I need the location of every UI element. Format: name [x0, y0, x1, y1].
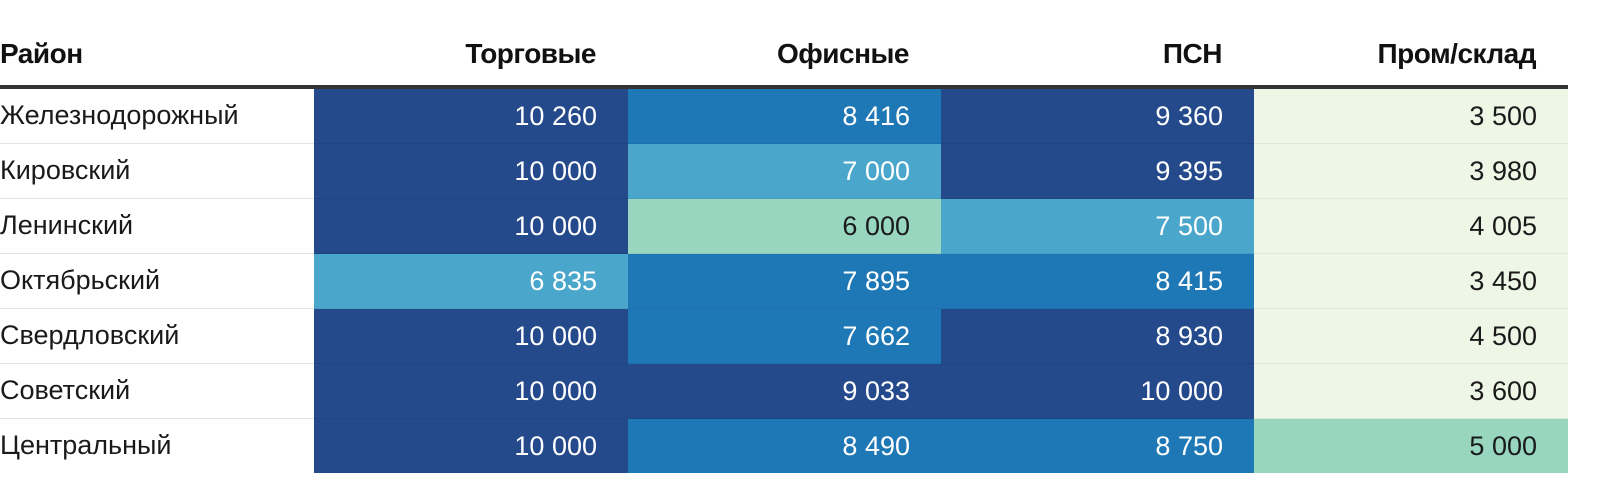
table-row: Кировский 10 000 7 000 9 395 3 980 — [0, 143, 1568, 199]
district-name: Кировский — [0, 143, 314, 199]
value-cell: 3 980 — [1254, 143, 1568, 199]
value-cell: 8 930 — [941, 308, 1254, 364]
column-header-industrial[interactable]: Пром/склад — [1254, 22, 1568, 89]
value-cell: 10 000 — [314, 308, 628, 364]
district-name: Ленинский — [0, 198, 314, 254]
value-cell: 9 360 — [941, 87, 1254, 144]
value-cell: 7 895 — [628, 253, 941, 309]
district-name: Свердловский — [0, 308, 314, 364]
column-header-retail[interactable]: Торговые — [314, 22, 628, 89]
value-cell: 9 395 — [941, 143, 1254, 199]
value-cell: 9 033 — [628, 363, 941, 419]
value-cell: 10 000 — [314, 198, 628, 254]
value-cell: 3 600 — [1254, 363, 1568, 419]
value-cell: 8 750 — [941, 418, 1254, 473]
value-cell: 3 450 — [1254, 253, 1568, 309]
value-cell: 5 000 — [1254, 418, 1568, 473]
value-cell: 10 000 — [941, 363, 1254, 419]
table-row: Центральный 10 000 8 490 8 750 5 000 — [0, 418, 1568, 473]
district-name: Центральный — [0, 418, 314, 473]
rent-rate-table: Район Торговые Офисные ПСН Пром/склад Же… — [0, 22, 1568, 473]
value-cell: 8 415 — [941, 253, 1254, 309]
table-row: Ленинский 10 000 6 000 7 500 4 005 — [0, 198, 1568, 254]
column-header-psn[interactable]: ПСН — [941, 22, 1254, 89]
value-cell: 4 005 — [1254, 198, 1568, 254]
value-cell: 8 416 — [628, 87, 941, 144]
table-row: Свердловский 10 000 7 662 8 930 4 500 — [0, 308, 1568, 364]
value-cell: 8 490 — [628, 418, 941, 473]
district-name: Октябрьский — [0, 253, 314, 309]
value-cell: 4 500 — [1254, 308, 1568, 364]
value-cell: 10 000 — [314, 363, 628, 419]
value-cell: 6 835 — [314, 253, 628, 309]
value-cell: 6 000 — [628, 198, 941, 254]
district-name: Советский — [0, 363, 314, 419]
value-cell: 7 500 — [941, 198, 1254, 254]
value-cell: 10 000 — [314, 418, 628, 473]
table-row: Советский 10 000 9 033 10 000 3 600 — [0, 363, 1568, 419]
table-row: Октябрьский 6 835 7 895 8 415 3 450 — [0, 253, 1568, 309]
district-name: Железнодорожный — [0, 87, 314, 144]
table-header-row: Район Торговые Офисные ПСН Пром/склад — [0, 22, 1568, 89]
value-cell: 10 260 — [314, 87, 628, 144]
column-header-district[interactable]: Район — [0, 22, 314, 89]
value-cell: 3 500 — [1254, 87, 1568, 144]
value-cell: 10 000 — [314, 143, 628, 199]
column-header-office[interactable]: Офисные — [628, 22, 941, 89]
value-cell: 7 000 — [628, 143, 941, 199]
value-cell: 7 662 — [628, 308, 941, 364]
table-row: Железнодорожный 10 260 8 416 9 360 3 500 — [0, 87, 1568, 144]
